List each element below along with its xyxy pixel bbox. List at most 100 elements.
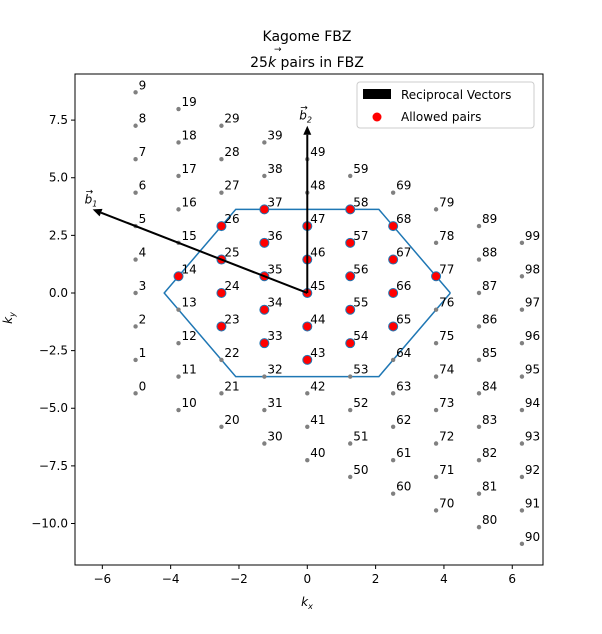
legend-label-reciprocal-vectors: Reciprocal Vectors [401, 88, 511, 102]
axes: −6 −4 −2 0 2 4 6−10.0−7.5−5.0−2.50.02.55.07.5 [31, 73, 544, 586]
point-label-54: 54 [353, 329, 368, 343]
point-label-44: 44 [310, 312, 325, 326]
vector-b2-arrow-mark: → [300, 104, 308, 114]
point-label-13: 13 [182, 296, 197, 310]
legend-box [356, 81, 535, 129]
point-label-69: 69 [396, 179, 411, 193]
point-label-88: 88 [482, 246, 497, 260]
point-label-15: 15 [182, 229, 197, 243]
allowed-pair-43 [302, 354, 313, 365]
point-label-89: 89 [482, 212, 497, 226]
lattice-point-92 [519, 474, 525, 480]
lattice-point-31 [262, 407, 267, 413]
lattice-point-80 [476, 524, 482, 530]
lattice-point-86 [476, 324, 482, 329]
point-label-3: 3 [139, 279, 147, 293]
point-label-92: 92 [525, 463, 540, 477]
point-label-74: 74 [439, 363, 454, 377]
point-label-76: 76 [439, 296, 454, 310]
point-label-73: 73 [439, 396, 454, 410]
lattice-point-7 [133, 156, 138, 162]
point-label-24: 24 [224, 279, 239, 293]
point-label-98: 98 [525, 262, 540, 276]
legend-swatch-reciprocal-vectors [363, 89, 391, 99]
allowed-pair-54 [345, 338, 356, 349]
point-label-50: 50 [353, 463, 368, 477]
point-label-39: 39 [267, 128, 282, 142]
lattice-point-3 [133, 290, 138, 296]
x-tick-label-1: −4 [162, 572, 180, 586]
x-tick-label-5: 4 [440, 572, 448, 586]
point-label-40: 40 [310, 446, 325, 460]
y-tick-label-5: 2.5 [49, 228, 68, 242]
point-label-67: 67 [396, 246, 411, 260]
point-label-28: 28 [224, 145, 239, 159]
lattice-point-62 [390, 424, 396, 429]
lattice-point-22 [219, 357, 224, 363]
lattice-point-81 [476, 491, 482, 496]
point-label-60: 60 [396, 480, 411, 494]
chart-subtitle: 25k pairs in FBZ [250, 55, 364, 71]
lattice-point-91 [519, 508, 525, 513]
point-label-57: 57 [353, 229, 368, 243]
lattice-point-18 [176, 140, 181, 145]
point-label-70: 70 [439, 496, 454, 510]
point-label-79: 79 [439, 195, 454, 209]
point-label-25: 25 [224, 246, 239, 260]
x-tick-label-4: 2 [372, 572, 380, 586]
lattice-point-72 [433, 441, 439, 446]
y-tick-label-7: 7.5 [49, 113, 68, 127]
point-label-10: 10 [182, 396, 197, 410]
point-label-6: 6 [139, 179, 147, 193]
point-label-90: 90 [525, 530, 540, 544]
point-label-86: 86 [482, 312, 497, 326]
point-label-14: 14 [182, 262, 197, 276]
allowed-pair-23 [216, 321, 227, 332]
lattice-point-10 [176, 407, 181, 413]
lattice-point-0 [133, 391, 138, 396]
point-label-42: 42 [310, 379, 325, 393]
lattice-point-11 [176, 374, 181, 379]
point-label-20: 20 [224, 413, 239, 427]
point-label-27: 27 [224, 179, 239, 193]
point-label-65: 65 [396, 312, 411, 326]
y-tick-label-2: −5.0 [39, 401, 68, 415]
lattice-point-95 [519, 374, 525, 379]
y-tick-label-0: −10.0 [31, 517, 68, 531]
point-label-1: 1 [139, 346, 147, 360]
point-label-85: 85 [482, 346, 497, 360]
point-label-22: 22 [224, 346, 239, 360]
lattice-point-16 [176, 207, 181, 212]
point-label-31: 31 [267, 396, 282, 410]
point-label-71: 71 [439, 463, 454, 477]
point-label-23: 23 [224, 312, 239, 326]
lattice-point-19 [176, 106, 181, 112]
point-label-43: 43 [310, 346, 325, 360]
lattice-point-32 [262, 374, 267, 379]
lattice-point-28 [219, 156, 224, 162]
lattice-point-76 [433, 307, 439, 312]
point-label-45: 45 [310, 279, 325, 293]
lattice-point-93 [519, 441, 525, 446]
lattice-point-30 [262, 441, 267, 446]
point-label-7: 7 [139, 145, 147, 159]
point-label-11: 11 [182, 363, 197, 377]
vector-b1-label: b1 [85, 192, 98, 208]
lattice-point-29 [219, 123, 224, 128]
allowed-pair-55 [345, 304, 356, 315]
point-label-16: 16 [182, 195, 197, 209]
axes-frame [74, 73, 544, 566]
y-tick-label-6: 5.0 [49, 171, 68, 185]
lattice-point-99 [519, 240, 525, 246]
point-label-49: 49 [310, 145, 325, 159]
point-label-30: 30 [267, 430, 282, 444]
lattice-point-27 [219, 190, 224, 195]
point-label-41: 41 [310, 413, 325, 427]
lattice-point-9 [133, 90, 138, 95]
allowed-pair-34 [259, 304, 270, 315]
lattice-point-94 [519, 407, 525, 413]
allowed-pair-57 [345, 237, 356, 248]
lattice-point-96 [519, 340, 525, 346]
lattice-point-89 [476, 223, 482, 229]
